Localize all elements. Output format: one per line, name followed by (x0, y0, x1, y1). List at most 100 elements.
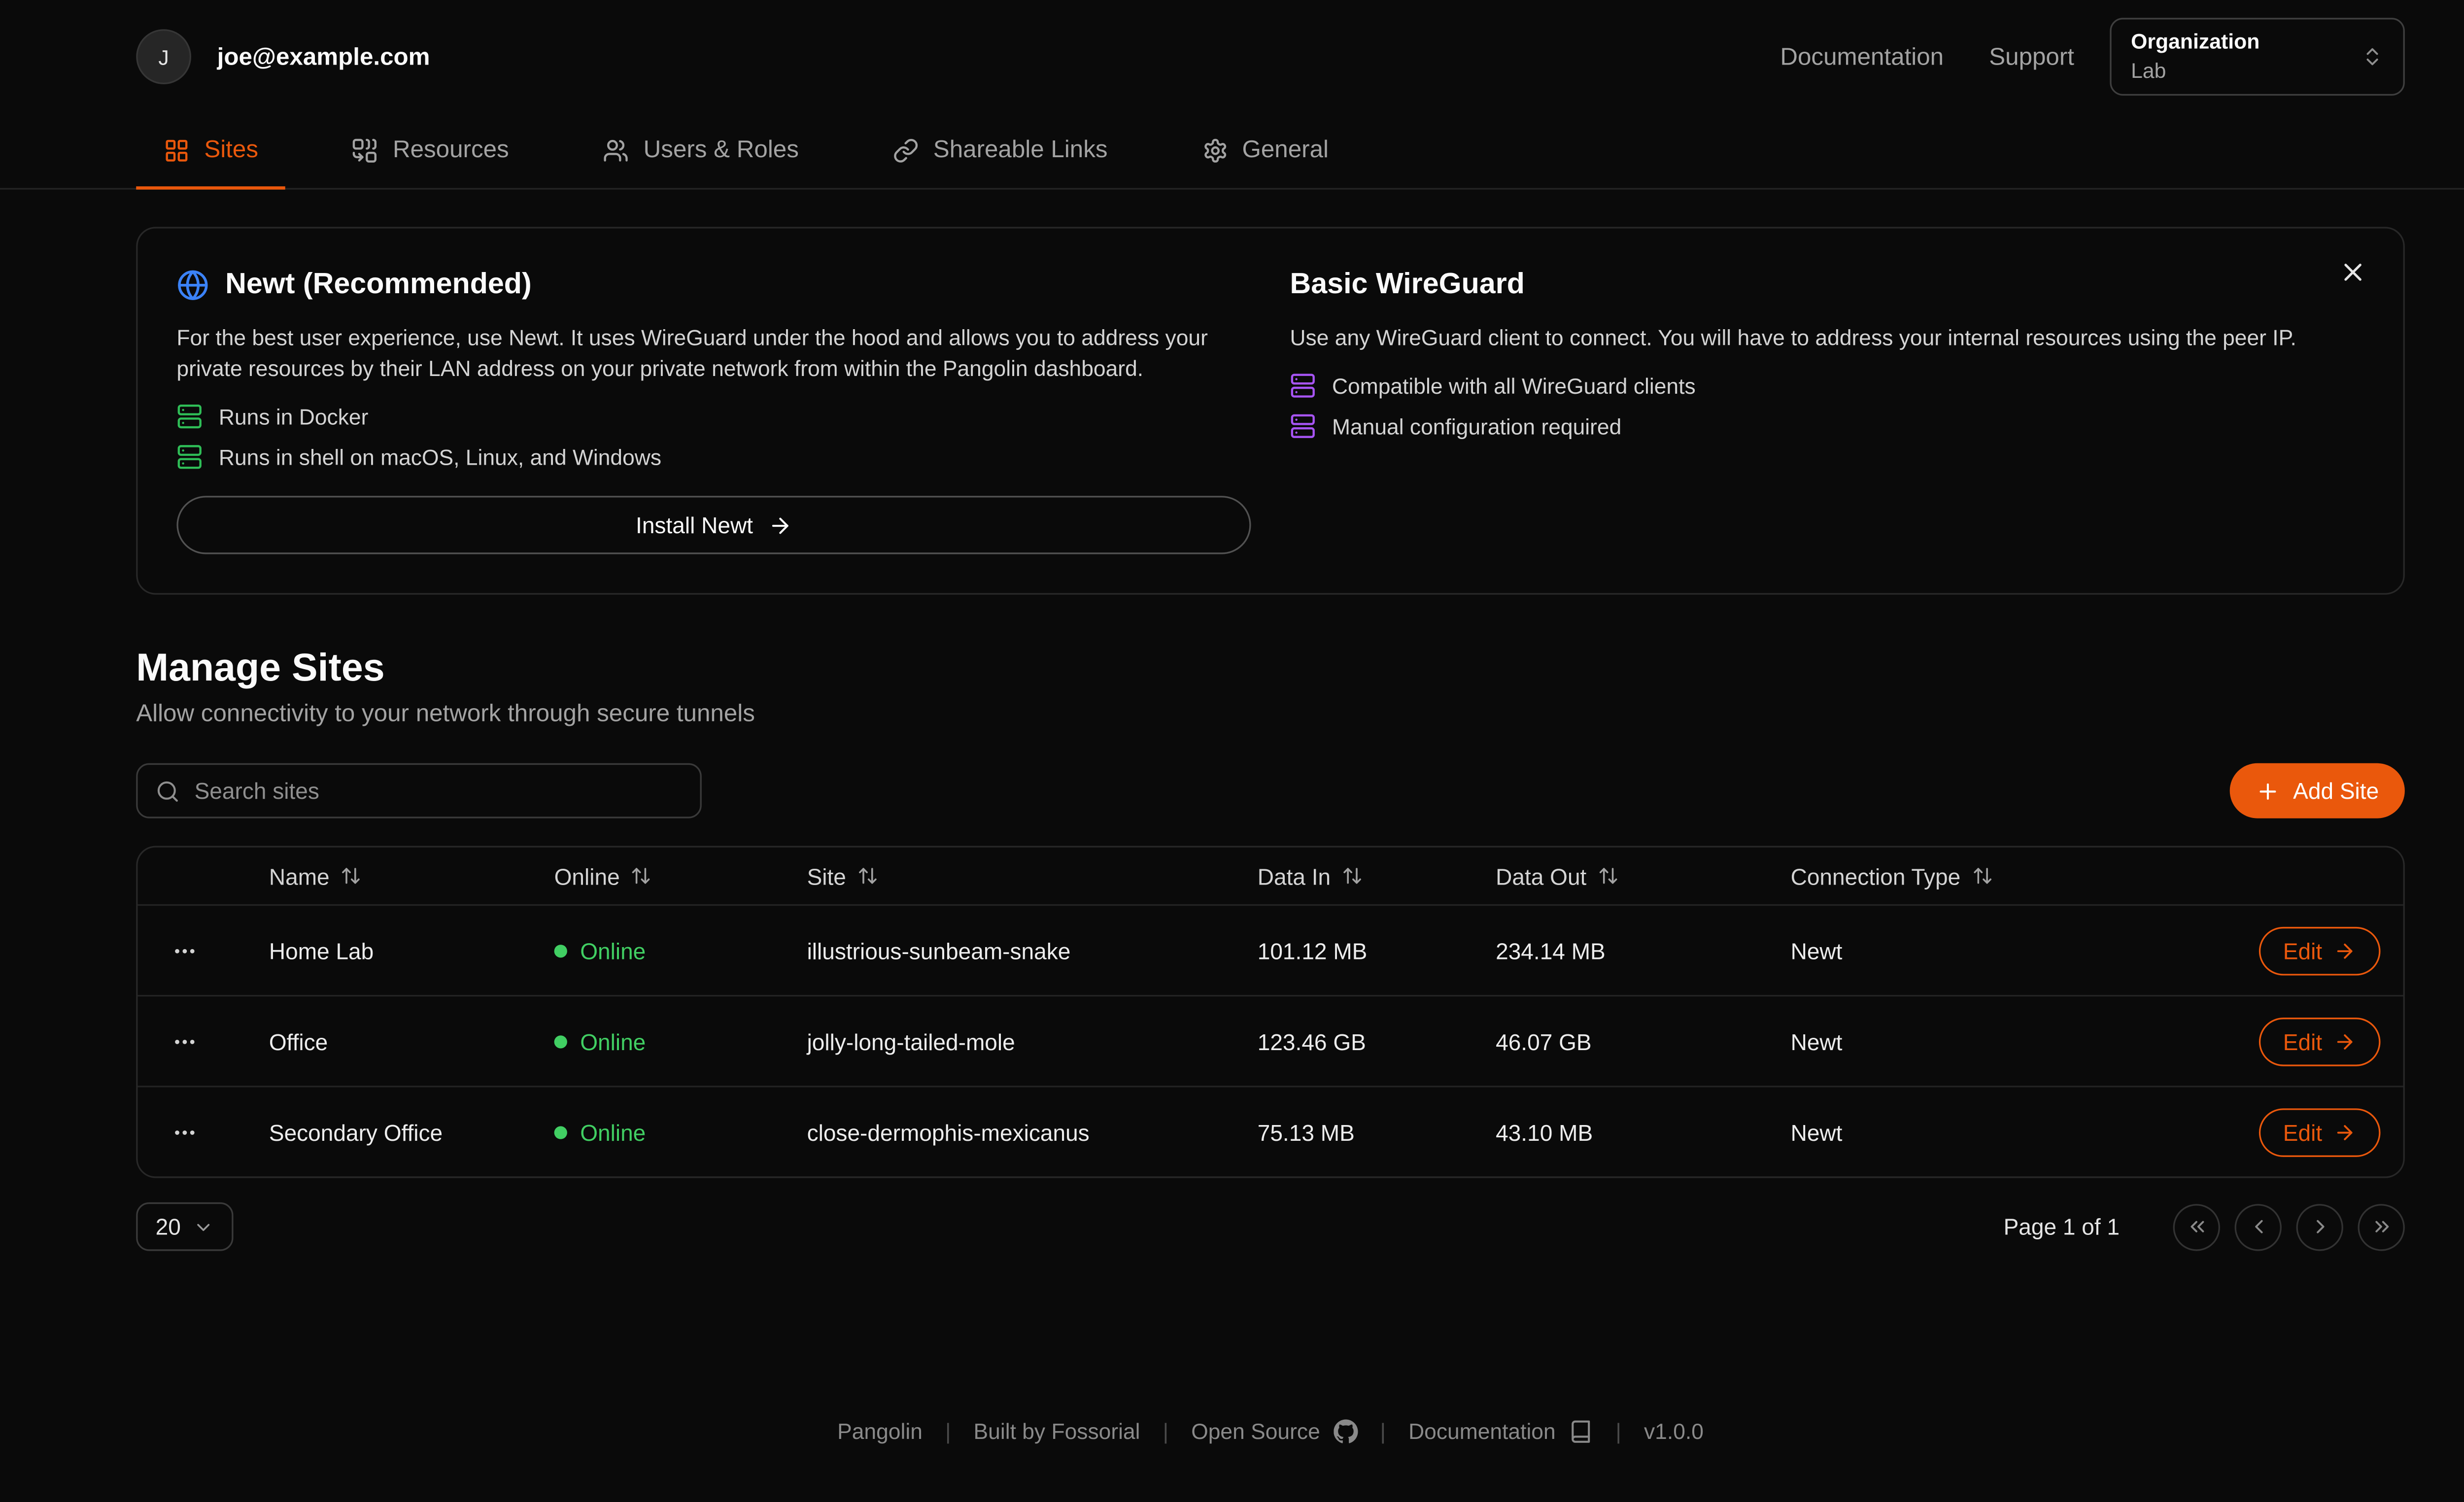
page-size-value: 20 (155, 1213, 181, 1240)
chevron-right-icon (2308, 1215, 2331, 1238)
close-button[interactable] (2332, 251, 2374, 293)
previous-page-button[interactable] (2234, 1203, 2282, 1250)
feature-label: Runs in Docker (218, 404, 369, 429)
add-site-button[interactable]: Add Site (2229, 763, 2405, 819)
column-header-name[interactable]: Name (269, 863, 554, 889)
sort-icon (857, 865, 879, 887)
column-header-data-out[interactable]: Data Out (1496, 863, 1790, 889)
edit-button[interactable]: Edit (2259, 926, 2381, 975)
first-page-button[interactable] (2173, 1203, 2220, 1250)
tab-sites[interactable]: Sites (136, 113, 286, 190)
pagination: 20 Page 1 of 1 (136, 1202, 2405, 1251)
column-label: Name (269, 863, 330, 889)
edit-cell: Edit (2192, 1107, 2403, 1157)
last-page-button[interactable] (2358, 1203, 2405, 1250)
combine-icon (352, 137, 378, 163)
edit-cell: Edit (2192, 926, 2403, 975)
table-row: Secondary Office Online close-dermophis-… (137, 1086, 2403, 1176)
edit-label: Edit (2283, 937, 2323, 963)
install-newt-button[interactable]: Install Newt (176, 496, 1251, 554)
site-id: jolly-long-tailed-mole (807, 1028, 1015, 1055)
close-icon (2338, 258, 2367, 287)
plus-icon (2256, 779, 2280, 803)
footer-built-by-link[interactable]: Built by Fossorial (973, 1419, 1140, 1444)
status-badge: Online (554, 1119, 807, 1145)
site-name: Home Lab (269, 937, 374, 963)
sort-icon (1972, 865, 1993, 887)
ellipsis-icon (172, 1119, 198, 1145)
column-header-connection-type[interactable]: Connection Type (1791, 863, 2192, 889)
online-dot-icon (554, 1125, 567, 1139)
sort-icon (341, 865, 362, 887)
footer-open-source-link[interactable]: Open Source (1191, 1419, 1357, 1444)
page-size-select[interactable]: 20 (136, 1202, 233, 1251)
footer-brand: Pangolin (837, 1419, 923, 1444)
connection-type-value: Newt (1790, 937, 1843, 963)
column-header-online[interactable]: Online (554, 863, 807, 889)
sites-toolbar: Add Site (136, 763, 2405, 819)
wireguard-description: Use any WireGuard client to connect. You… (1290, 325, 2296, 350)
add-site-label: Add Site (2293, 778, 2379, 804)
search-box (136, 763, 702, 819)
newt-title-row: Newt (Recommended) (176, 268, 1251, 302)
user-email: joe@example.com (217, 43, 430, 71)
avatar-initial: J (158, 44, 169, 69)
status-label: Online (580, 1028, 646, 1055)
status-label: Online (580, 937, 646, 963)
wireguard-title: Basic WireGuard (1290, 267, 1525, 300)
tab-general[interactable]: General (1174, 113, 1356, 190)
tab-label: Users & Roles (643, 136, 799, 164)
onboarding-card: Newt (Recommended) For the best user exp… (136, 227, 2405, 595)
tab-users-roles[interactable]: Users & Roles (576, 113, 826, 190)
documentation-link[interactable]: Documentation (1780, 43, 1944, 71)
row-menu-button[interactable] (169, 934, 201, 967)
row-menu-cell (138, 1025, 269, 1058)
table-body: Home Lab Online illustrious-sunbeam-snak… (137, 904, 2403, 1176)
tab-shareable-links[interactable]: Shareable Links (865, 113, 1135, 190)
feature-label: Manual configuration required (1332, 414, 1622, 439)
feature-item: Manual configuration required (1290, 413, 2364, 440)
tab-label: Shareable Links (933, 136, 1108, 164)
feature-item: Runs in Docker (176, 404, 1251, 430)
footer-documentation-link[interactable]: Documentation (1408, 1420, 1593, 1444)
install-newt-label: Install Newt (636, 512, 753, 538)
site-name: Office (269, 1028, 328, 1055)
org-switcher[interactable]: Organization Lab (2110, 18, 2405, 96)
footer-documentation-label: Documentation (1408, 1419, 1556, 1444)
globe-icon (176, 268, 209, 301)
page-title: Manage Sites (136, 647, 385, 690)
chevrons-up-down-icon (2361, 45, 2384, 68)
footer-version: v1.0.0 (1643, 1419, 1704, 1444)
column-label: Online (554, 863, 620, 889)
site-name: Secondary Office (269, 1119, 443, 1145)
column-label: Data Out (1496, 863, 1587, 889)
feature-item: Compatible with all WireGuard clients (1290, 373, 2364, 399)
page-info: Page 1 of 1 (2003, 1213, 2120, 1240)
tab-resources[interactable]: Resources (325, 113, 537, 190)
tabbar: Sites Resources Users & Roles Shareable … (0, 113, 2464, 190)
data-out-value: 46.07 GB (1496, 1028, 1592, 1055)
online-dot-icon (554, 1034, 567, 1048)
next-page-button[interactable] (2296, 1203, 2343, 1250)
footer-separator: | (1380, 1419, 1386, 1444)
newt-section: Newt (Recommended) For the best user exp… (176, 268, 1251, 554)
server-icon (176, 444, 203, 470)
edit-button[interactable]: Edit (2259, 1017, 2381, 1066)
avatar[interactable]: J (136, 29, 192, 84)
tab-label: Sites (204, 136, 259, 164)
status-badge: Online (554, 937, 807, 963)
footer: Pangolin | Built by Fossorial | Open Sou… (0, 1419, 2464, 1444)
row-menu-button[interactable] (169, 1025, 201, 1058)
data-in-value: 123.46 GB (1257, 1028, 1366, 1055)
main-content: Manage Sites Allow connectivity to your … (0, 647, 2464, 1251)
support-link[interactable]: Support (1989, 43, 2075, 71)
users-icon (603, 137, 629, 163)
row-menu-button[interactable] (169, 1116, 201, 1148)
column-header-site[interactable]: Site (807, 863, 1258, 889)
newt-title: Newt (Recommended) (225, 267, 532, 300)
sort-icon (1342, 865, 1363, 887)
column-header-data-in[interactable]: Data In (1258, 863, 1496, 889)
edit-button[interactable]: Edit (2259, 1107, 2381, 1157)
newt-feature-list: Runs in Docker Runs in shell on macOS, L… (176, 404, 1251, 470)
search-input[interactable] (194, 778, 683, 804)
